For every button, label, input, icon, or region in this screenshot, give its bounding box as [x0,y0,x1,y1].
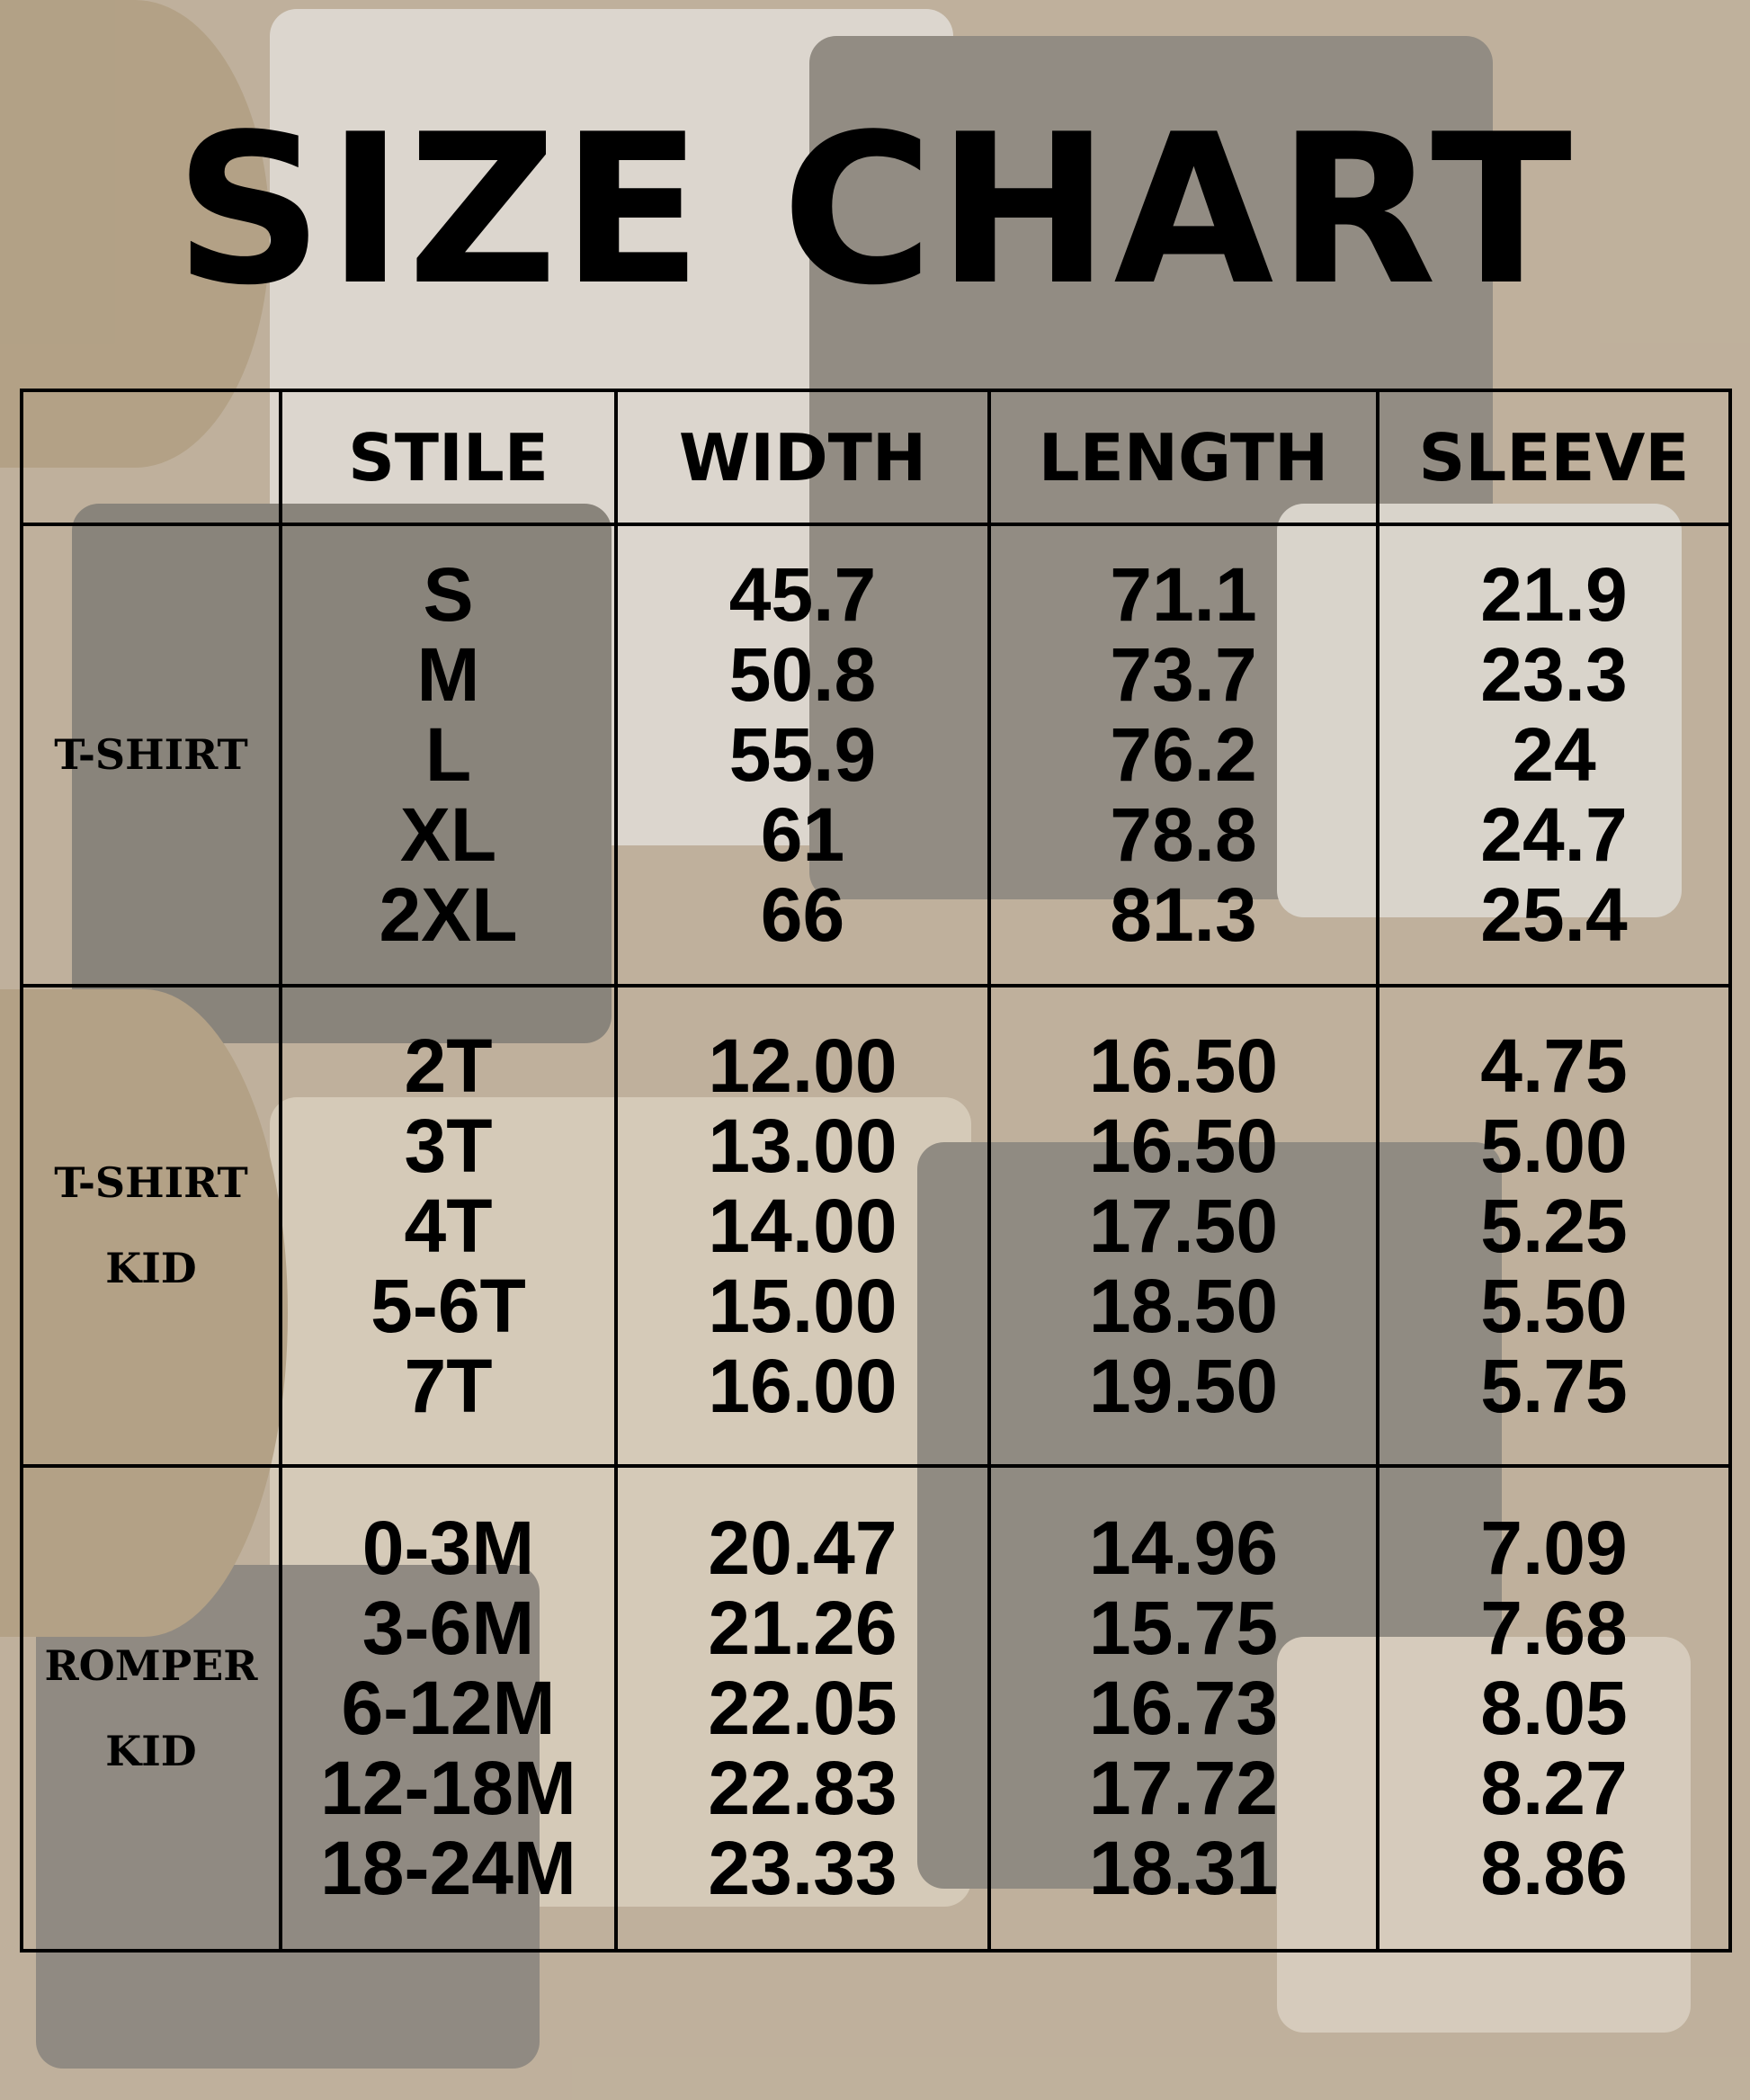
sleeve-value: 7.09 [1480,1506,1628,1590]
category-cell: T-SHIRT [20,523,282,987]
length-value: 81.3 [1110,872,1257,957]
length-value: 15.75 [1088,1586,1279,1670]
sleeve-value: 24.7 [1480,792,1628,877]
sleeve-value: 7.68 [1480,1586,1628,1670]
sizes-value: 6-12M [341,1666,556,1750]
length-value: 14.96 [1088,1506,1279,1590]
width-cell: 12.00 13.00 14.00 15.00 16.00 [614,984,991,1468]
width-value: 55.9 [728,712,877,797]
sleeve-value: 4.75 [1480,1023,1628,1108]
sleeve-cell: 7.09 7.68 8.05 8.27 8.86 [1376,1464,1732,1953]
header-length: LENGTH [987,389,1379,526]
width-cell: 20.47 21.26 22.05 22.83 23.33 [614,1464,991,1953]
section-row: ROMPER KID 0-3M 3-6M 6-12M 12-18M 18-24M 20.47 2… [20,1464,1732,1953]
sizes-value: 7T [404,1343,493,1428]
sleeve-value: 5.75 [1480,1343,1628,1428]
category-label: T-SHIRT [54,1158,248,1207]
width-value: 16.00 [708,1343,897,1428]
sleeve-value: 8.86 [1480,1826,1628,1910]
length-value: 78.8 [1110,792,1257,877]
length-value: 16.50 [1088,1023,1279,1108]
category-cell: T-SHIRT KID [20,984,282,1468]
width-value: 66 [760,872,845,957]
width-value: 15.00 [708,1263,897,1348]
sizes-value: 4T [404,1183,493,1268]
length-value: 71.1 [1110,552,1257,637]
sleeve-value: 24 [1512,712,1596,797]
sizes-value: 3-6M [362,1586,535,1670]
sizes-cell: 2T 3T 4T 5-6T 7T [279,984,618,1468]
sleeve-value: 8.27 [1480,1746,1628,1830]
header-sleeve: SLEEVE [1376,389,1732,526]
sizes-cell: 0-3M 3-6M 6-12M 12-18M 18-24M [279,1464,618,1953]
length-cell: 71.1 73.7 76.2 78.8 81.3 [987,523,1379,987]
sleeve-cell: 4.75 5.00 5.25 5.50 5.75 [1376,984,1732,1468]
sizes-value: 5-6T [371,1263,526,1348]
width-value: 21.26 [708,1586,897,1670]
section-row: T-SHIRT KID 2T 3T 4T 5-6T 7T 12.00 13.00 14.00 15.… [20,984,1732,1468]
section-row: T-SHIRT S M L XL 2XL 45.7 50.8 55.9 61 66 71.1 73.7 7… [20,523,1732,987]
sizes-cell: S M L XL 2XL [279,523,618,987]
sizes-value: 2XL [379,872,518,957]
length-value: 19.50 [1088,1343,1279,1428]
width-value: 12.00 [708,1023,897,1108]
width-value: 23.33 [708,1826,897,1910]
width-value: 22.05 [708,1666,897,1750]
length-value: 18.31 [1088,1826,1279,1910]
width-value: 22.83 [708,1746,897,1830]
category-label: KID [105,1726,197,1775]
category-label: T-SHIRT [54,730,248,779]
sleeve-value: 5.25 [1480,1183,1628,1268]
width-value: 61 [760,792,845,877]
length-value: 17.50 [1088,1183,1279,1268]
header-row: STILE WIDTH LENGTH SLEEVE [20,389,1732,526]
category-label: ROMPER [44,1640,258,1690]
sizes-value: XL [399,792,497,877]
length-value: 73.7 [1110,632,1257,717]
sizes-value: 0-3M [362,1506,535,1590]
sleeve-value: 5.00 [1480,1103,1628,1188]
sizes-value: S [423,552,474,637]
sizes-value: L [424,712,472,797]
length-cell: 16.50 16.50 17.50 18.50 19.50 [987,984,1379,1468]
width-cell: 45.7 50.8 55.9 61 66 [614,523,991,987]
sizes-value: 2T [404,1023,493,1108]
header-stile: STILE [279,389,618,526]
sleeve-value: 23.3 [1480,632,1628,717]
sizes-value: 18-24M [320,1826,576,1910]
page-title: SIZE CHART [174,91,1576,331]
width-value: 20.47 [708,1506,897,1590]
length-value: 16.73 [1088,1666,1279,1750]
sizes-value: 3T [404,1103,493,1188]
sleeve-value: 5.50 [1480,1263,1628,1348]
category-cell: ROMPER KID [20,1464,282,1953]
size-chart-table: STILE WIDTH LENGTH SLEEVE T-SHIRT S M L XL 2X… [20,389,1732,1953]
header-width: WIDTH [614,389,991,526]
length-value: 16.50 [1088,1103,1279,1188]
length-cell: 14.96 15.75 16.73 17.72 18.31 [987,1464,1379,1953]
sleeve-value: 25.4 [1480,872,1628,957]
width-value: 45.7 [728,552,877,637]
width-value: 50.8 [728,632,877,717]
width-value: 13.00 [708,1103,897,1188]
length-value: 76.2 [1110,712,1257,797]
sleeve-value: 8.05 [1480,1666,1628,1750]
header-empty [20,389,282,526]
sizes-value: M [416,632,480,717]
width-value: 14.00 [708,1183,897,1268]
sleeve-cell: 21.9 23.3 24 24.7 25.4 [1376,523,1732,987]
category-label: KID [105,1244,197,1292]
sizes-value: 12-18M [320,1746,576,1830]
length-value: 17.72 [1088,1746,1279,1830]
length-value: 18.50 [1088,1263,1279,1348]
sleeve-value: 21.9 [1480,552,1628,637]
